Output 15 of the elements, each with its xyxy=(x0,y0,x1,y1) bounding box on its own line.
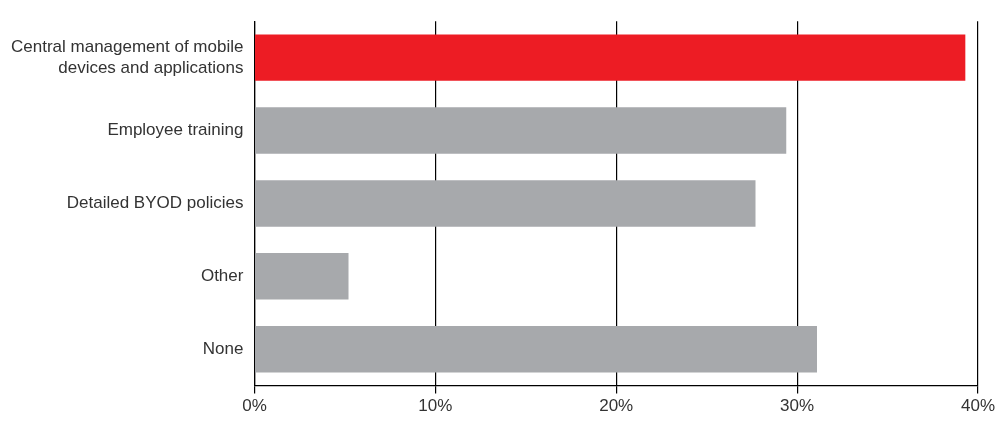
x-tick-label: 20% xyxy=(599,396,634,416)
bar xyxy=(255,253,349,300)
y-tick-label: Employee training xyxy=(107,120,244,140)
bar xyxy=(255,325,817,373)
x-tick-label: 10% xyxy=(418,396,453,416)
x-tick-label: 40% xyxy=(960,396,995,416)
y-tick-label: Detailed BYOD policies xyxy=(66,193,244,213)
x-tick-label: 0% xyxy=(242,396,267,416)
bar xyxy=(255,180,756,227)
bar xyxy=(255,34,966,81)
x-tick-label: 30% xyxy=(780,396,815,416)
y-tick-label: Other xyxy=(200,265,244,285)
y-tick-label: Central management of mobile devices and applications xyxy=(10,37,244,77)
bar xyxy=(255,107,787,154)
y-tick-label: None xyxy=(202,338,244,358)
